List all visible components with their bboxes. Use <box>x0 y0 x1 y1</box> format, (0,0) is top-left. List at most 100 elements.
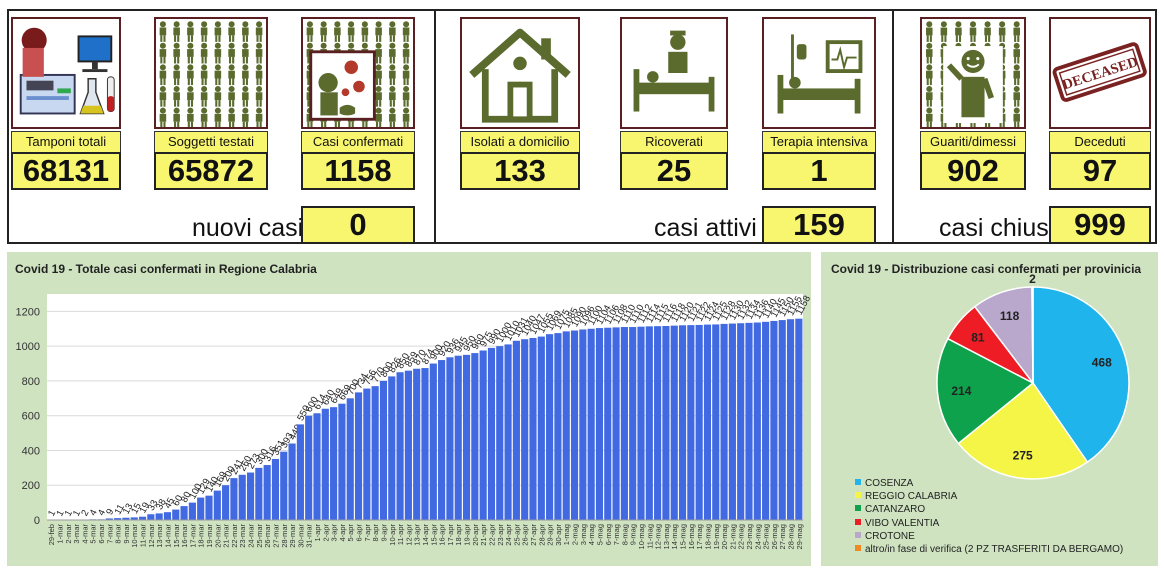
x-tick-label: 11-apr <box>396 523 405 545</box>
bar <box>546 334 554 520</box>
pie-slice <box>936 337 1035 445</box>
x-tick-label: 29-feb <box>47 524 56 545</box>
pie-chart-title: Covid 19 - Distribuzione casi confermati… <box>831 262 1142 276</box>
recovered-person-icon <box>920 17 1026 129</box>
isolati-value: 133 <box>460 152 580 190</box>
legend-item: COSENZA <box>855 477 1123 490</box>
bar <box>138 516 147 520</box>
bar <box>612 327 620 520</box>
bar <box>155 513 163 520</box>
bar-data-label: 19 <box>137 501 152 516</box>
x-tick-label: 23-mar <box>238 524 247 548</box>
bar <box>462 354 471 520</box>
bar <box>770 320 778 520</box>
x-tick-label: 12-mag <box>654 524 663 549</box>
bar <box>305 415 313 520</box>
x-tick-label: 2-apr <box>321 524 330 542</box>
x-tick-label: 24-apr <box>504 524 513 546</box>
legend-swatch <box>855 531 861 538</box>
bar <box>454 355 462 520</box>
legend-item: VIBO VALENTIA <box>855 517 1123 530</box>
legend-item: REGGIO CALABRIA <box>855 490 1123 503</box>
x-tick-label: 11-mar <box>139 524 148 548</box>
y-tick-label: 1200 <box>16 306 40 318</box>
x-tick-label: 8-mag <box>620 524 629 545</box>
legend-label: altro/in fase di verifica (2 PZ TRASFERI… <box>865 543 1124 555</box>
y-tick-label: 1000 <box>16 341 40 353</box>
bar <box>429 363 437 520</box>
bar <box>703 324 712 520</box>
bar <box>537 336 545 520</box>
x-tick-label: 4-mar <box>80 524 89 544</box>
tile-isolati: Isolati a domicilio 133 <box>460 17 580 190</box>
x-tick-label: 15-mar <box>172 524 181 548</box>
x-tick-label: 29-mag <box>795 524 804 549</box>
bar-data-label: 33 <box>146 498 161 513</box>
soggetti-value: 65872 <box>154 152 268 190</box>
house-icon <box>460 17 580 129</box>
tests-section: Tamponi totali 68131 Soggetti testati 65… <box>9 11 434 244</box>
x-tick-label: 12-mar <box>147 524 156 548</box>
ricoverati-label: Ricoverati <box>620 131 728 152</box>
bar <box>354 392 363 520</box>
legend-swatch <box>855 505 861 512</box>
active-section: Isolati a domicilio 133 Ricoverati 25 <box>434 11 892 244</box>
bar-data-label: 4 <box>96 508 108 518</box>
bar <box>404 370 412 520</box>
x-tick-label: 4-apr <box>338 524 347 542</box>
x-tick-label: 21-mar <box>222 524 231 548</box>
x-tick-label: 8-apr <box>371 524 380 542</box>
bar <box>753 322 761 520</box>
bar <box>604 327 612 520</box>
bar <box>313 413 321 520</box>
x-tick-label: 26-mar <box>263 524 272 548</box>
bar <box>271 458 280 520</box>
legend-item: CATANZARO <box>855 503 1123 516</box>
tile-deceduti: DECEASED Deceduti 97 <box>1049 17 1151 190</box>
deceased-stamp-icon: DECEASED <box>1049 17 1151 129</box>
casi-chiusi-label: casi chiusi <box>939 214 1055 242</box>
x-tick-label: 7-mar <box>105 524 114 544</box>
x-tick-label: 23-apr <box>496 524 505 546</box>
x-tick-label: 17-apr <box>446 524 455 546</box>
casi-label: Casi confermati <box>301 131 415 152</box>
x-tick-label: 10-mag <box>637 524 646 549</box>
pie-data-label: 275 <box>1013 448 1033 462</box>
bar-data-label: 2 <box>79 508 91 518</box>
x-tick-label: 14-mar <box>163 524 172 548</box>
bar <box>687 325 695 520</box>
x-tick-label: 27-mar <box>271 524 280 548</box>
x-tick-label: 19-apr <box>463 524 472 546</box>
bar <box>438 360 446 520</box>
ricoverati-value: 25 <box>620 152 728 190</box>
bar <box>504 344 512 520</box>
bar <box>246 472 255 520</box>
bar <box>188 502 196 520</box>
pie-data-label: 118 <box>1000 309 1020 323</box>
x-tick-label: 3-mar <box>72 524 81 544</box>
legend-label: VIBO VALENTIA <box>865 517 940 529</box>
bar <box>413 368 421 520</box>
guariti-label: Guariti/dimessi <box>920 131 1026 152</box>
y-tick-label: 400 <box>22 445 40 457</box>
bar <box>163 512 172 520</box>
y-tick-label: 600 <box>22 411 40 423</box>
tile-ricoverati: Ricoverati 25 <box>620 17 728 190</box>
x-tick-label: 22-mag <box>737 524 746 549</box>
bar <box>620 327 628 520</box>
tamponi-label: Tamponi totali <box>11 131 121 152</box>
bar <box>321 408 329 520</box>
people-grid-icon <box>154 17 268 129</box>
bar <box>745 322 753 520</box>
bar-data-label: 60 <box>171 493 186 508</box>
pie-slice <box>957 381 1089 480</box>
bar <box>678 325 687 520</box>
pie-slice <box>1031 286 1034 384</box>
bar <box>662 325 670 520</box>
x-tick-label: 20-mag <box>720 524 729 549</box>
x-tick-label: 1-mar <box>55 524 64 544</box>
x-tick-label: 16-apr <box>438 524 447 546</box>
x-tick-label: 10-apr <box>388 524 397 546</box>
bar <box>172 509 180 520</box>
pie-data-label: 214 <box>951 384 971 398</box>
